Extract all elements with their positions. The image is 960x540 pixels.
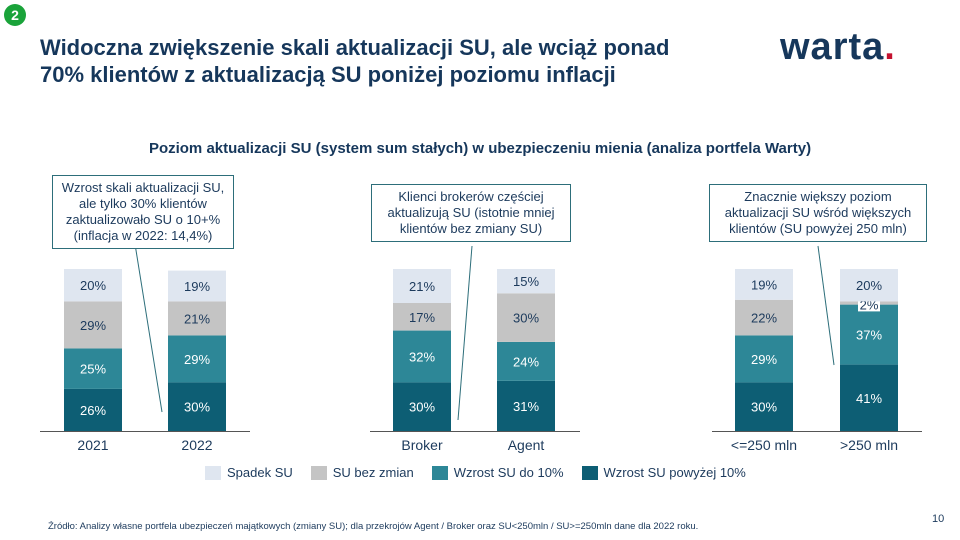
legend-label: Wzrost SU do 10%	[453, 465, 564, 480]
callout-3-line: klientów (SU powyżej 250 mln)	[729, 221, 907, 236]
data-label: 21%	[409, 279, 435, 294]
category-label: 2021	[77, 437, 108, 453]
data-label: 30%	[409, 400, 435, 415]
data-label: 29%	[80, 318, 106, 333]
data-label: 30%	[184, 400, 210, 415]
category-label: Broker	[401, 437, 443, 453]
bar-segment	[735, 299, 793, 336]
page-number: 10	[932, 513, 945, 525]
callout-1: Wzrost skali aktualizacji SU, ale tylko …	[52, 175, 234, 249]
callout-1-pointer	[134, 243, 163, 413]
callout-2-pointer	[457, 245, 473, 421]
bar-segment	[497, 341, 555, 381]
slide-title: Widoczna zwiększenie skali aktualizacji …	[40, 34, 760, 88]
data-label: 37%	[856, 328, 882, 343]
category-label: >250 mln	[840, 437, 898, 453]
callout-3-line: aktualizacji SU wśród większych	[724, 205, 912, 220]
callout-1-line: (inflacja w 2022: 14,4%)	[73, 228, 213, 243]
bar-segment	[168, 301, 226, 336]
bar-segment	[168, 382, 226, 431]
callout-2: Klienci brokerów częściej aktualizują SU…	[371, 184, 571, 242]
bar-segment	[497, 380, 555, 431]
data-label: 22%	[751, 311, 777, 326]
bar-segment	[64, 301, 122, 349]
data-label: 41%	[856, 391, 882, 406]
bar-segment	[840, 304, 898, 365]
legend-item-wzrost-do-10: Wzrost SU do 10%	[431, 465, 564, 480]
legend-swatch	[310, 465, 327, 480]
bar-segment	[393, 382, 451, 431]
data-label: 20%	[80, 278, 106, 293]
bar-segment	[840, 364, 898, 431]
legend-label: Spadek SU	[227, 465, 293, 480]
bar-segment	[497, 293, 555, 342]
legend-swatch	[205, 465, 221, 480]
data-label: 20%	[856, 278, 882, 293]
legend-label: SU bez zmian	[332, 465, 414, 480]
data-label: 15%	[513, 274, 539, 289]
data-label: 19%	[751, 277, 777, 292]
logo-dot: .	[884, 26, 896, 68]
data-label: 30%	[513, 311, 539, 326]
bar-segment	[168, 335, 226, 383]
callout-3-line: Znacznie większy poziom	[744, 189, 892, 204]
callout-2-line: Klienci brokerów częściej	[398, 189, 544, 204]
legend-swatch	[431, 465, 448, 480]
legend-swatch	[581, 465, 598, 480]
bar-segment	[497, 269, 555, 294]
data-label: 32%	[409, 350, 435, 365]
chart-legend: Spadek SU SU bez zmian Wzrost SU do 10% …	[205, 465, 746, 480]
bar-segment	[393, 330, 451, 383]
category-label: Agent	[508, 437, 545, 453]
data-label: 31%	[513, 399, 539, 414]
category-label: <=250 mln	[731, 437, 797, 453]
legend-item-wzrost-powyzej-10: Wzrost SU powyżej 10%	[581, 465, 746, 480]
legend-item-spadek: Spadek SU	[205, 465, 293, 480]
callout-3-pointer	[817, 245, 835, 366]
callout-3: Znacznie większy poziom aktualizacji SU …	[709, 184, 927, 242]
chart-subtitle: Poziom aktualizacji SU (system sum stały…	[148, 140, 812, 157]
bar-segment	[64, 348, 122, 389]
legend-label: Wzrost SU powyżej 10%	[603, 465, 746, 480]
bar-segment	[168, 270, 226, 302]
source-note: Źródło: Analizy własne portfela ubezpiec…	[48, 521, 699, 532]
slide-number-badge: 2	[4, 4, 26, 26]
data-label-background	[858, 298, 880, 312]
data-label: 26%	[80, 403, 106, 418]
title-line-2: 70% klientów z aktualizacją SU poniżej p…	[40, 62, 616, 87]
callout-2-line: klientów bez zmiany SU)	[399, 221, 543, 236]
bar-segment	[64, 388, 122, 431]
data-label: 25%	[80, 362, 106, 377]
data-label: 24%	[513, 354, 539, 369]
data-label: 21%	[184, 311, 210, 326]
legend-item-bez-zmian: SU bez zmian	[310, 465, 414, 480]
category-label: 2022	[181, 437, 212, 453]
callout-2-line: aktualizują SU (istotnie mniej	[387, 205, 555, 220]
callout-1-line: zaktualizowało SU o 10+%	[65, 212, 221, 227]
title-line-1: Widoczna zwiększenie skali aktualizacji …	[40, 35, 670, 60]
callout-1-line: ale tylko 30% klientów	[79, 196, 207, 211]
bar-segment	[393, 303, 451, 331]
warta-logo: warta.	[780, 26, 896, 69]
bar-segment	[393, 269, 451, 303]
bar-segment	[840, 269, 898, 302]
bar-segment	[735, 382, 793, 431]
logo-text: warta	[780, 26, 885, 68]
bar-segment	[735, 335, 793, 383]
data-label: 17%	[409, 310, 435, 325]
bar-segment	[64, 269, 122, 302]
data-label: 29%	[184, 352, 210, 367]
callout-1-line: Wzrost skali aktualizacji SU,	[61, 180, 225, 195]
data-label: 29%	[751, 352, 777, 367]
data-label: 30%	[751, 400, 777, 415]
data-label: 19%	[184, 279, 210, 294]
bar-segment	[735, 269, 793, 300]
